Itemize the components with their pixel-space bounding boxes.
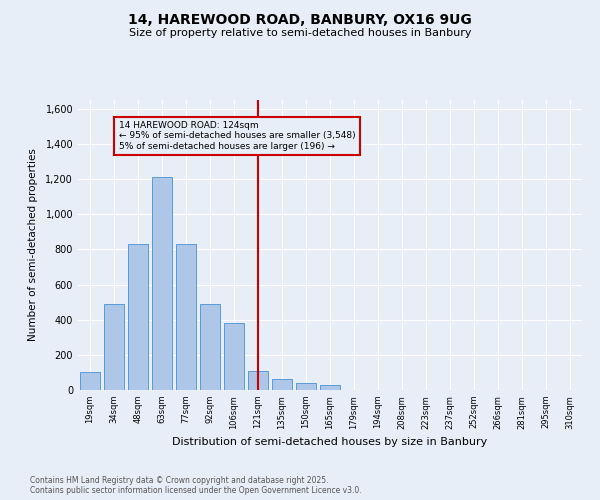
Text: 14 HAREWOOD ROAD: 124sqm
← 95% of semi-detached houses are smaller (3,548)
5% of: 14 HAREWOOD ROAD: 124sqm ← 95% of semi-d… xyxy=(119,121,355,151)
Bar xyxy=(128,244,148,390)
Text: Size of property relative to semi-detached houses in Banbury: Size of property relative to semi-detach… xyxy=(129,28,471,38)
Bar xyxy=(296,383,316,390)
Bar xyxy=(248,370,268,390)
Bar xyxy=(104,304,124,390)
Bar xyxy=(320,384,340,390)
Bar xyxy=(80,372,100,390)
Text: 14, HAREWOOD ROAD, BANBURY, OX16 9UG: 14, HAREWOOD ROAD, BANBURY, OX16 9UG xyxy=(128,12,472,26)
Bar xyxy=(200,304,220,390)
Bar xyxy=(272,380,292,390)
Text: Contains HM Land Registry data © Crown copyright and database right 2025.
Contai: Contains HM Land Registry data © Crown c… xyxy=(30,476,362,495)
Bar xyxy=(152,178,172,390)
X-axis label: Distribution of semi-detached houses by size in Banbury: Distribution of semi-detached houses by … xyxy=(172,437,488,447)
Bar xyxy=(224,323,244,390)
Y-axis label: Number of semi-detached properties: Number of semi-detached properties xyxy=(28,148,38,342)
Bar xyxy=(176,244,196,390)
